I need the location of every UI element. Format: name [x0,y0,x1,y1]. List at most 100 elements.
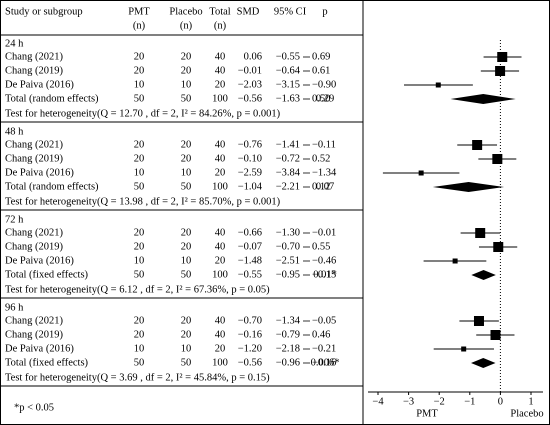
ci-low: −1.34 [276,315,301,326]
footnote: *p < 0.05 [14,402,54,413]
ci-high: 0.52 [312,153,330,164]
total-n: 40 [215,139,226,150]
effect-square [493,242,504,252]
effect-square [418,170,424,176]
pmt-n: 10 [134,167,145,178]
placebo-n: 20 [181,227,192,238]
pmt-n: 20 [134,153,145,164]
placebo-n: 10 [181,167,192,178]
total-n: 20 [215,343,226,354]
x-tick-label: 0 [498,396,503,407]
pmt-n: 20 [134,51,145,62]
ci-low: −1.30 [276,227,300,238]
x-tick-label: −2 [434,396,445,407]
row-label: Chang (2021) [5,227,64,238]
pmt-n: 20 [134,227,145,238]
effect-square [492,154,503,164]
smd: −1.48 [238,255,262,266]
column-header: p [322,6,327,17]
smd: −1.04 [238,181,263,192]
ci-low: −2.51 [276,255,300,266]
effect-square [497,52,508,62]
column-header: SMD [237,6,260,17]
pmt-n: 10 [134,343,145,354]
total-n: 40 [215,315,226,326]
ci-low: −1.63 [276,93,300,104]
ci-high: −0.21 [312,343,336,354]
placebo-n: 50 [181,269,192,280]
pmt-n: 50 [134,93,145,104]
smd: −0.56 [238,357,262,368]
row-label: De Paiva (2016) [5,79,74,90]
ci-high: −0.11 [312,139,336,150]
total-n: 40 [215,65,226,76]
pooled-diamond [471,270,496,280]
total-n: 40 [215,227,226,238]
placebo-n: 10 [181,79,192,90]
row-label: Chang (2021) [5,315,64,326]
total-n: 100 [212,357,228,368]
smd: −0.66 [238,227,262,238]
smd: −0.07 [238,241,262,252]
placebo-n: 20 [181,241,192,252]
smd: −0.76 [238,139,262,150]
ci-high: −0.15 [312,269,336,280]
x-tick-label: −1 [464,396,475,407]
pmt-n: 10 [134,79,145,90]
smd: −0.56 [238,93,262,104]
total-n: 40 [215,153,226,164]
total-n: 20 [215,167,226,178]
ci-low: −0.55 [276,51,300,62]
effect-square [452,258,458,264]
smd: −1.20 [238,343,262,354]
total-n: 40 [215,241,226,252]
ci-high: 0.50 [312,93,330,104]
column-header: Total [209,6,231,17]
placebo-n: 20 [181,65,192,76]
ci-low: −3.84 [276,167,301,178]
column-header: PMT [128,6,150,17]
ci-high: −0.05 [312,315,336,326]
pooled-diamond [471,358,496,368]
placebo-n: 20 [181,329,192,340]
smd: −0.55 [238,269,262,280]
ci-low: −1.41 [276,139,300,150]
pmt-n: 50 [134,357,145,368]
ci-high: −0.46 [312,255,336,266]
row-label: Chang (2021) [5,51,64,62]
group-label: 72 h [5,214,24,225]
pmt-n: 10 [134,255,145,266]
total-n: 100 [212,93,228,104]
row-label: Chang (2019) [5,65,64,76]
total-n: 20 [215,79,226,90]
ci-high: 0.69 [312,51,330,62]
x-tick-label: 1 [528,396,533,407]
placebo-n: 50 [181,93,192,104]
group-label: 48 h [5,126,24,137]
total-n: 100 [212,181,228,192]
ci-high: −1.34 [312,167,337,178]
pmt-n: 50 [134,181,145,192]
pmt-n: 20 [134,139,145,150]
effect-square [473,316,484,326]
ci-low: −0.70 [276,241,300,252]
smd: −2.03 [238,79,262,90]
total-n: 100 [212,269,228,280]
placebo-n: 10 [181,255,192,266]
pmt-n: 20 [134,329,145,340]
ci-high: 0.61 [312,65,330,76]
smd: −2.59 [238,167,262,178]
column-unit: (n) [133,20,146,31]
row-label: Total (fixed effects) [5,357,89,368]
placebo-n: 20 [181,51,192,62]
x-tick-label: −3 [403,396,414,407]
pmt-n: 20 [134,241,145,252]
row-label: Chang (2019) [5,241,64,252]
total-n: 40 [215,329,226,340]
row-label: De Paiva (2016) [5,255,74,266]
ci-low: −0.79 [276,329,300,340]
ci-low: −0.64 [276,65,301,76]
column-header: Placebo [169,6,202,17]
placebo-n: 10 [181,343,192,354]
